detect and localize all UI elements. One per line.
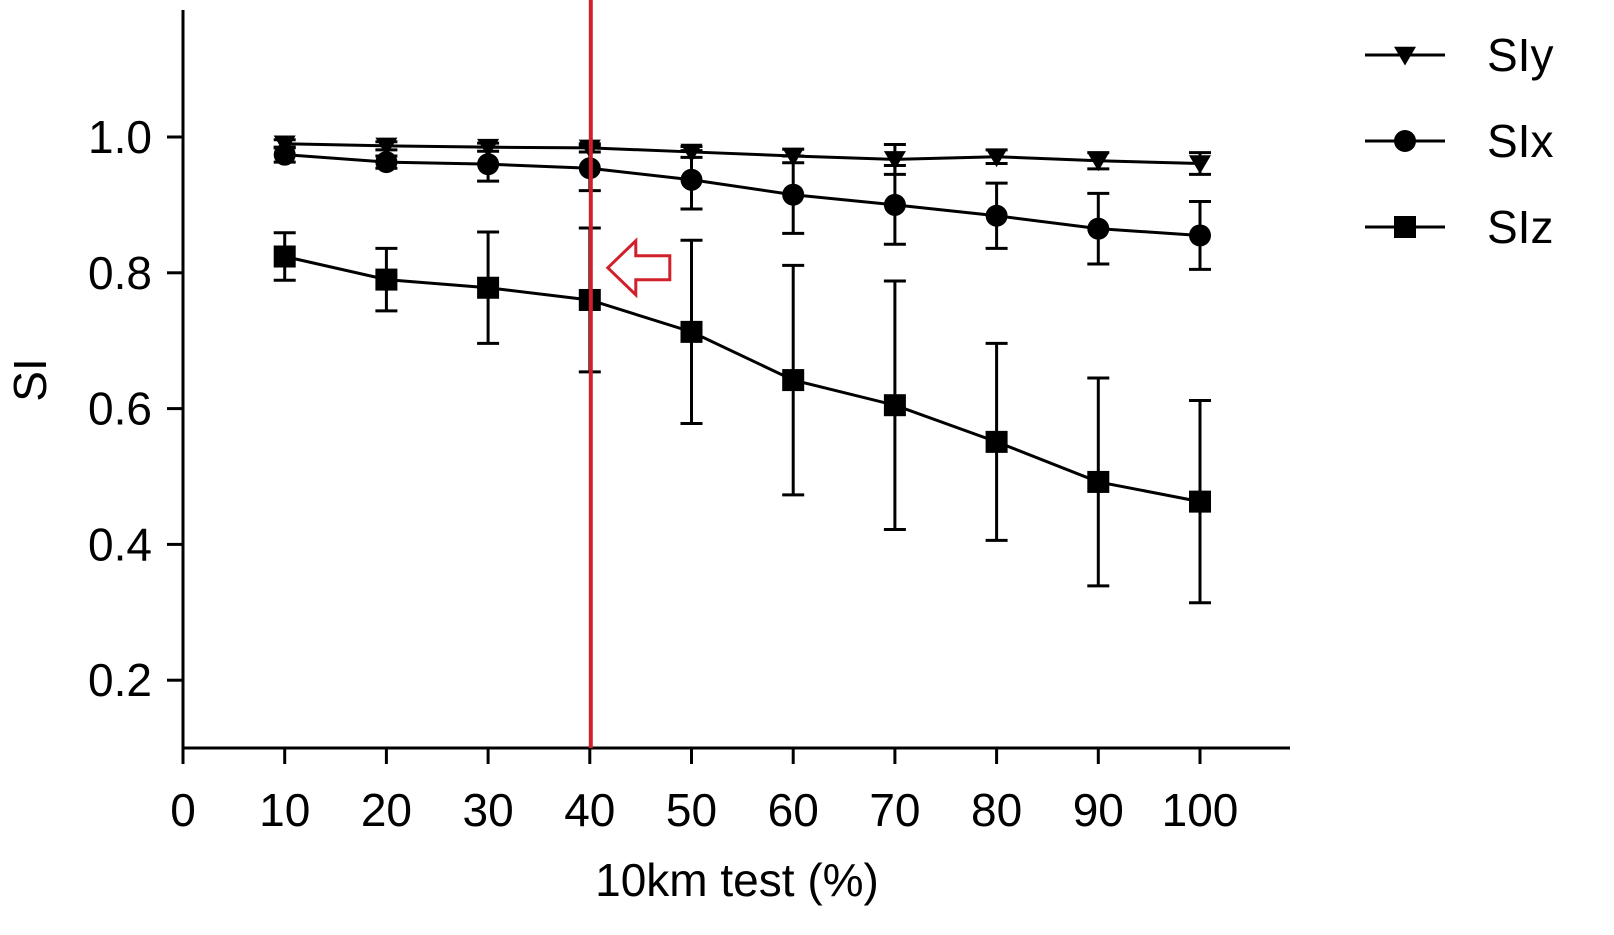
error-bars	[273, 138, 1211, 605]
data-point-siz	[1087, 470, 1110, 493]
x-tick-label: 60	[768, 784, 819, 836]
x-tick-label: 90	[1073, 784, 1124, 836]
series-line-siy	[284, 142, 1201, 165]
x-tick-label: 0	[170, 784, 196, 836]
y-axis-title: SI	[4, 358, 56, 401]
data-point-six	[1189, 224, 1211, 247]
series-lines	[284, 142, 1201, 504]
data-point-siy	[782, 147, 805, 167]
x-tick-label: 40	[564, 784, 615, 836]
data-point-siy	[1087, 152, 1110, 172]
legend-marker-six	[1394, 130, 1416, 152]
y-tick-label: 0.8	[88, 247, 152, 299]
x-tick-label: 10	[259, 784, 310, 836]
y-tick-label: 1.0	[88, 111, 152, 163]
arrow-left-icon	[605, 237, 672, 299]
series-line-siz	[284, 255, 1201, 504]
data-point-siz	[680, 320, 703, 343]
data-point-six	[1087, 217, 1110, 240]
y-tick-label: 0.4	[88, 518, 152, 570]
data-point-six	[273, 143, 296, 166]
x-tick-label: 80	[971, 784, 1022, 836]
legend-item-six: SIx	[1365, 115, 1553, 167]
legend-label-six: SIx	[1487, 115, 1553, 167]
x-ticks: 0 10 20 30 40 50 60 70 80 90 100	[170, 748, 1238, 836]
legend-marker-siz	[1394, 216, 1416, 238]
data-point-siy	[477, 138, 500, 158]
data-point-siz	[273, 245, 296, 268]
y-tick-label: 0.6	[88, 383, 152, 435]
data-point-siz	[782, 369, 805, 392]
x-tick-label: 20	[361, 784, 412, 836]
data-point-six	[985, 204, 1008, 227]
data-point-siy	[680, 143, 703, 163]
y-tick-label: 0.2	[88, 654, 152, 706]
data-point-siy	[985, 148, 1008, 168]
data-point-siz	[1189, 490, 1211, 513]
data-point-six	[680, 168, 703, 191]
data-point-siz	[883, 394, 906, 417]
data-point-six	[883, 193, 906, 216]
legend-item-siy: SIy	[1365, 29, 1553, 81]
legend-marker-siy	[1394, 46, 1416, 66]
series-line-six	[284, 153, 1201, 237]
data-point-siy	[375, 137, 398, 157]
x-axis-title: 10km test (%)	[595, 854, 879, 906]
x-tick-label: 100	[1162, 784, 1239, 836]
data-point-six	[477, 153, 500, 176]
data-point-siy	[1189, 155, 1211, 174]
legend-label-siy: SIy	[1487, 29, 1553, 81]
legend-label-siz: SIz	[1487, 201, 1553, 253]
data-point-siz	[477, 276, 500, 299]
y-ticks: 0.2 0.4 0.6 0.8 1.0	[88, 111, 183, 706]
data-point-six	[375, 151, 398, 174]
data-point-six	[782, 183, 805, 206]
x-tick-label: 70	[869, 784, 920, 836]
x-tick-label: 30	[463, 784, 514, 836]
data-point-siz	[375, 268, 398, 291]
axes	[181, 10, 1290, 750]
legend-item-siz: SIz	[1365, 201, 1553, 253]
legend: SIy SIx SIz	[1365, 29, 1553, 253]
data-point-siy	[883, 151, 906, 170]
annotations	[588, 0, 672, 748]
x-tick-label: 50	[666, 784, 717, 836]
data-point-siz	[985, 430, 1008, 453]
markers	[273, 135, 1211, 513]
